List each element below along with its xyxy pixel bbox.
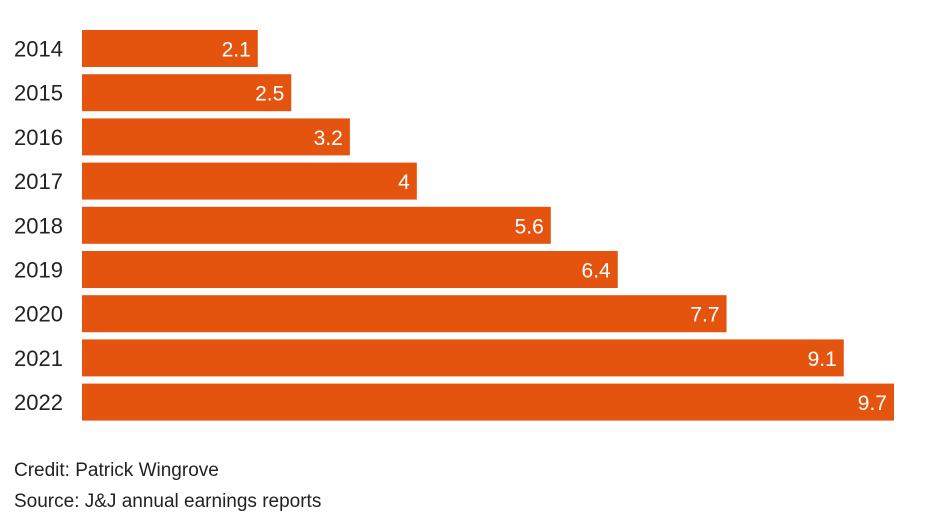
bar xyxy=(82,30,258,67)
bar xyxy=(82,74,292,112)
bar-chart: 2014 2.1 2015 2.5 2016 3.2 2017 4 2018 5.6 2019 6.4… xyxy=(14,30,894,421)
category-label: 2018 xyxy=(14,213,63,238)
category-label: 2022 xyxy=(14,390,63,415)
value-label: 9.1 xyxy=(808,348,837,371)
category-label: 2020 xyxy=(14,302,63,327)
credit-note: Credit: Patrick Wingrove xyxy=(14,460,219,481)
value-label: 5.6 xyxy=(515,215,544,238)
value-label: 4 xyxy=(398,171,410,194)
category-label: 2014 xyxy=(14,37,63,62)
bar xyxy=(82,118,350,156)
bar xyxy=(82,251,618,288)
value-label: 9.7 xyxy=(858,392,887,415)
value-label: 3.2 xyxy=(314,127,343,150)
bar xyxy=(82,339,844,377)
bar xyxy=(82,383,894,421)
bar xyxy=(82,206,551,244)
category-label: 2015 xyxy=(14,81,63,106)
bar xyxy=(82,295,727,333)
value-label: 6.4 xyxy=(582,260,612,283)
value-label: 2.5 xyxy=(255,83,284,106)
bar xyxy=(82,162,417,200)
category-label: 2019 xyxy=(14,258,63,283)
category-label: 2017 xyxy=(14,169,63,194)
value-label: 2.1 xyxy=(222,39,251,62)
category-label: 2016 xyxy=(14,125,63,150)
source-note: Source: J&J annual earnings reports xyxy=(14,491,322,512)
category-label: 2021 xyxy=(14,346,63,371)
value-label: 7.7 xyxy=(690,304,719,327)
